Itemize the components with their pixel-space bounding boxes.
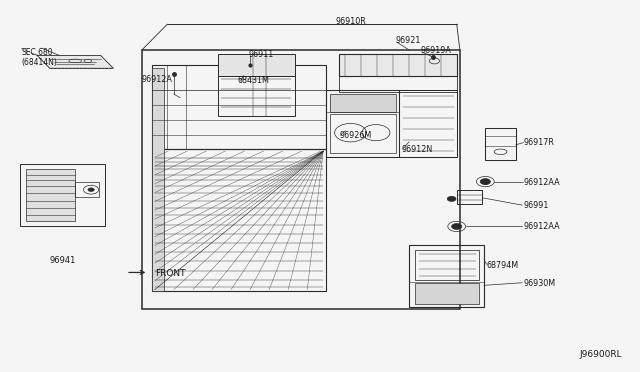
Text: 96912N: 96912N xyxy=(401,145,433,154)
Text: 96911: 96911 xyxy=(249,50,274,59)
Polygon shape xyxy=(152,68,164,291)
Text: 68794M: 68794M xyxy=(486,260,518,270)
Text: 96921: 96921 xyxy=(395,36,420,45)
Text: SEC.680
(68414N): SEC.680 (68414N) xyxy=(21,48,57,67)
Text: 96912AA: 96912AA xyxy=(524,222,560,231)
Circle shape xyxy=(447,196,456,202)
Text: 96912AA: 96912AA xyxy=(524,178,560,187)
Text: 96991: 96991 xyxy=(524,201,549,210)
Text: 96910R: 96910R xyxy=(335,17,366,26)
Text: FRONT: FRONT xyxy=(155,269,185,278)
Circle shape xyxy=(480,179,490,185)
Text: 96919A: 96919A xyxy=(420,46,451,55)
Polygon shape xyxy=(218,54,294,76)
Text: 96917R: 96917R xyxy=(524,138,554,147)
Text: J96900RL: J96900RL xyxy=(579,350,622,359)
Polygon shape xyxy=(339,54,457,76)
Text: 96912A: 96912A xyxy=(141,75,173,84)
Polygon shape xyxy=(26,170,76,221)
Text: 68431M: 68431M xyxy=(237,76,269,84)
Polygon shape xyxy=(415,283,479,304)
Text: 96926M: 96926M xyxy=(339,131,371,140)
Polygon shape xyxy=(330,94,396,112)
Text: 96930M: 96930M xyxy=(524,279,556,288)
Circle shape xyxy=(88,188,94,192)
Text: 96941: 96941 xyxy=(49,256,76,265)
Circle shape xyxy=(452,224,462,230)
Polygon shape xyxy=(37,55,113,68)
